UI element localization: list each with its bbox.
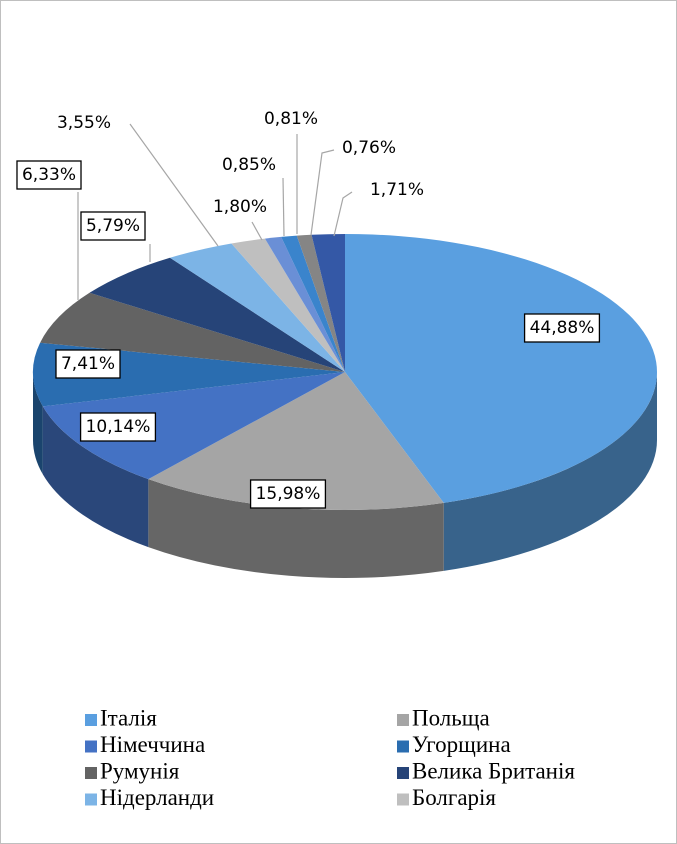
slice — [231, 238, 345, 372]
data-label: 10,14% — [86, 417, 151, 437]
slice — [345, 234, 658, 503]
legend-label: Угорщина — [412, 732, 511, 757]
legend-label: Болгарія — [412, 785, 496, 810]
data-label: 15,98% — [256, 484, 321, 504]
label-box — [79, 412, 157, 442]
label-box — [523, 313, 601, 343]
slice-side — [443, 372, 657, 571]
legend-swatch — [397, 714, 409, 726]
legend-label: Німеччина — [100, 732, 205, 757]
data-label: 0,85% — [222, 155, 276, 175]
legend-swatch — [85, 714, 97, 726]
legend-label: Італія — [100, 705, 157, 730]
leader-line — [129, 123, 219, 247]
slice — [311, 234, 345, 372]
leader-line — [310, 149, 335, 236]
label-box — [249, 479, 327, 509]
legend-swatch — [85, 767, 97, 779]
legend: Італія Польща Німеччина Угорщина Румунія Вели… — [85, 705, 575, 810]
slice — [264, 236, 345, 372]
label-box — [55, 349, 121, 379]
data-label: 1,80% — [213, 197, 267, 217]
data-label: 44,88% — [530, 318, 595, 338]
leader-line — [333, 191, 353, 237]
legend-swatch — [85, 740, 97, 753]
legend-label: Велика Британія — [412, 758, 575, 783]
data-label: 0,76% — [342, 138, 396, 158]
legend-label: Нідерланди — [100, 785, 214, 810]
slice-side — [42, 406, 149, 548]
label-box — [80, 211, 146, 241]
slice — [169, 243, 345, 372]
slice — [89, 257, 345, 372]
data-label: 1,71% — [370, 180, 424, 200]
data-label: 7,41% — [61, 354, 115, 374]
legend-swatch — [397, 767, 409, 779]
legend-swatch — [397, 793, 409, 806]
leader-line — [251, 221, 263, 241]
pie-sides — [33, 372, 657, 578]
slice — [42, 372, 345, 480]
slice — [281, 235, 345, 372]
data-label: 3,55% — [57, 113, 111, 133]
legend-swatch — [85, 793, 97, 806]
slice-side — [148, 479, 444, 578]
legend-label: Румунія — [100, 758, 180, 783]
data-label: 5,79% — [86, 216, 140, 236]
data-label: 6,33% — [22, 165, 76, 185]
pie-tops — [33, 234, 658, 510]
label-box — [16, 160, 82, 190]
slice-side — [33, 372, 43, 475]
slice — [40, 292, 346, 372]
slice — [296, 234, 345, 372]
legend-swatch — [397, 740, 409, 753]
data-label: 0,81% — [264, 109, 318, 129]
slice — [148, 372, 444, 510]
legend-label: Польща — [412, 705, 490, 730]
data-labels: 44,88% 15,98% 10,14% 7,41% 6,33% 5,79% 3,55% 1,… — [16, 109, 601, 509]
leader-line — [282, 177, 285, 237]
